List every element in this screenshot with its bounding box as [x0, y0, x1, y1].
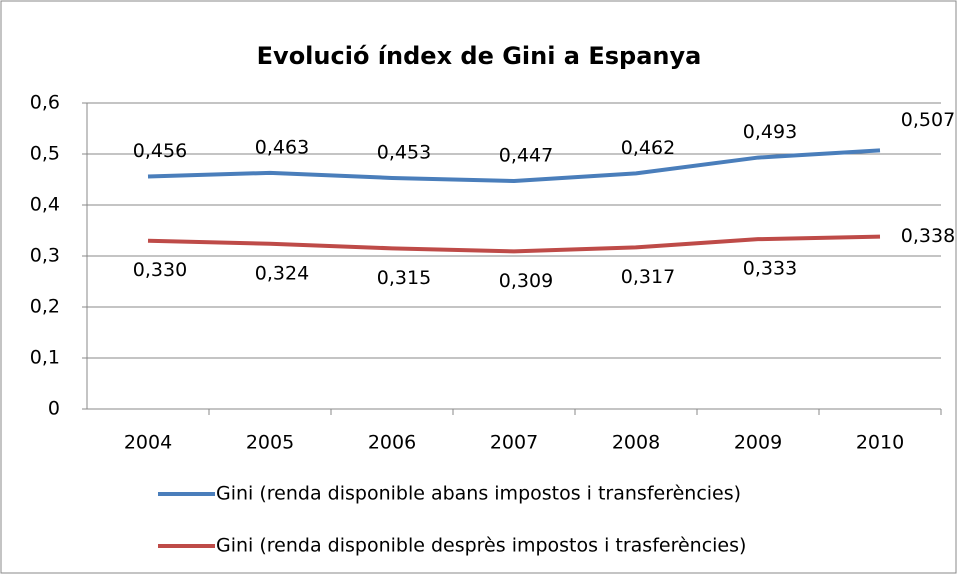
- series-line: [147, 148, 881, 184]
- data-label: 0,462: [621, 137, 675, 159]
- data-label: 0,463: [255, 136, 309, 158]
- y-tick-label: 0,2: [30, 296, 60, 318]
- data-label: 0,309: [499, 270, 553, 292]
- series-line: [147, 234, 881, 254]
- data-label: 0,330: [133, 259, 187, 281]
- legend-label: Gini (renda disponible desprès impostos …: [216, 535, 746, 557]
- x-tick-label: 2008: [612, 432, 660, 454]
- x-tick-label: 2009: [734, 432, 782, 454]
- y-tick-label: 0,1: [30, 347, 60, 369]
- y-tick-label: 0: [48, 398, 60, 420]
- x-tick-label: 2005: [246, 432, 294, 454]
- data-label: 0,447: [499, 145, 553, 167]
- y-tick-label: 0,3: [30, 245, 60, 267]
- legend-label: Gini (renda disponible abans impostos i …: [216, 483, 741, 505]
- data-label: 0,317: [621, 266, 675, 288]
- data-label: 0,324: [255, 262, 309, 284]
- chart-title: Evolució índex de Gini a Espanya: [257, 42, 702, 70]
- y-tick-label: 0,4: [30, 194, 60, 216]
- x-tick-label: 2004: [124, 432, 172, 454]
- data-label: 0,315: [377, 267, 431, 289]
- data-label: 0,338: [901, 225, 955, 247]
- y-tick-label: 0,6: [30, 92, 60, 114]
- data-label: 0,453: [377, 141, 431, 163]
- data-label: 0,333: [743, 258, 797, 280]
- x-tick-label: 2010: [856, 432, 904, 454]
- y-tick-label: 0,5: [30, 143, 60, 165]
- x-tick-label: 2006: [368, 432, 416, 454]
- data-label: 0,507: [901, 109, 955, 131]
- x-tick-label: 2007: [490, 432, 538, 454]
- data-label: 0,493: [743, 121, 797, 143]
- data-label: 0,456: [133, 140, 187, 162]
